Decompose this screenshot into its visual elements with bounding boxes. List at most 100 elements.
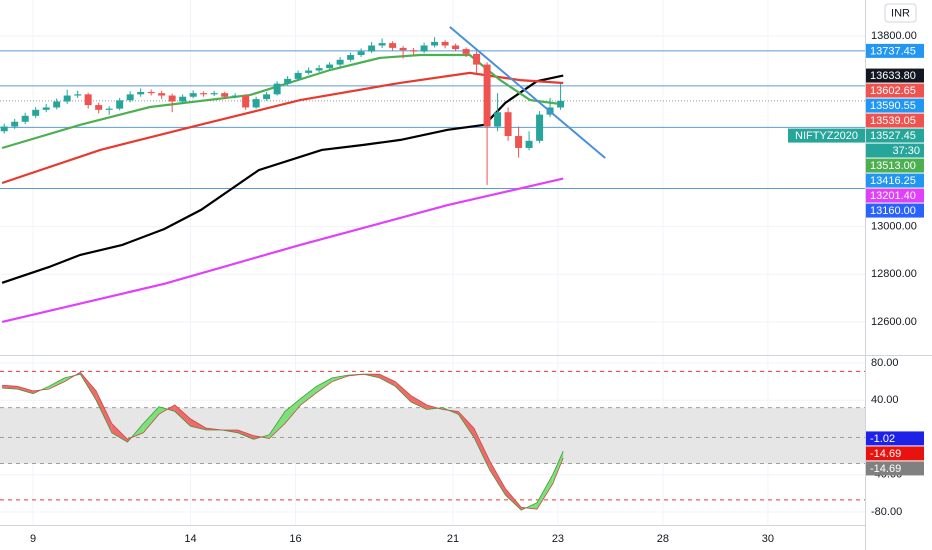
oscillator-fill — [174, 404, 191, 427]
oscillator-pane — [0, 370, 865, 511]
candle-body — [378, 43, 386, 46]
neutral-band — [0, 407, 865, 464]
price-tag — [866, 158, 924, 173]
candle-body — [252, 99, 260, 108]
candle-body — [420, 45, 428, 52]
candle-body — [452, 45, 460, 50]
candle-body — [231, 95, 239, 97]
oscillator-fill — [285, 398, 301, 424]
candle-body — [557, 100, 565, 108]
price-tag-label: 13737.45 — [870, 45, 916, 57]
oscillator-fill — [269, 411, 285, 439]
x-tick-label: 28 — [657, 533, 669, 545]
candle-body — [74, 94, 82, 96]
moving-average — [1, 74, 564, 284]
candle-body — [347, 55, 355, 60]
oscillator-fill — [474, 428, 490, 471]
candle-body — [305, 70, 313, 73]
price-tag — [866, 203, 924, 218]
candle-body — [147, 91, 155, 94]
y-tick-label: 12600.00 — [871, 316, 917, 328]
oscillator-fill — [489, 460, 506, 496]
x-tick-label: 9 — [30, 533, 36, 545]
candle-body — [42, 107, 50, 110]
oscillator-fill — [96, 390, 112, 433]
moving-average — [1, 53, 564, 150]
price-tag — [866, 98, 924, 113]
candle-body — [357, 51, 365, 56]
candle-body — [462, 49, 470, 54]
y-tick-label: 12800.00 — [871, 268, 917, 280]
x-tick-label: 21 — [447, 533, 459, 545]
moving-average — [1, 177, 564, 323]
candle-body — [273, 83, 281, 95]
candle-body — [294, 72, 302, 79]
trend-line — [449, 26, 606, 159]
candle-body — [263, 94, 271, 100]
symbol-tag — [788, 128, 865, 143]
candle-body — [168, 95, 176, 102]
x-tick-label: 30 — [762, 533, 774, 545]
candle-body — [189, 93, 197, 97]
price-tag-label: 13416.25 — [870, 175, 916, 187]
candle-body — [504, 112, 512, 137]
oscillator-line — [2, 373, 564, 511]
price-tag — [866, 83, 924, 98]
price-tag — [866, 188, 924, 203]
price-pane — [0, 26, 865, 323]
candle-body — [53, 101, 61, 108]
candle-body — [0, 126, 8, 132]
candle-body — [494, 112, 502, 127]
symbol-name: NIFTYZ2020 — [795, 130, 858, 142]
candle-body — [242, 95, 250, 108]
candle-body — [525, 140, 533, 148]
oscillator-fill — [537, 474, 553, 510]
oscillator-fill — [143, 406, 159, 433]
y-tick-label: 40.00 — [871, 394, 899, 406]
candle-body — [536, 114, 544, 141]
candle-body — [63, 95, 71, 102]
price-tag — [866, 446, 924, 461]
currency-button[interactable] — [884, 3, 917, 23]
y-tick-label: 80.00 — [871, 357, 899, 369]
candle-body — [32, 109, 40, 116]
price-tag — [866, 431, 924, 446]
price-tag-label: 13160.00 — [870, 205, 916, 217]
oscillator-fill — [379, 374, 396, 387]
y-tick-label: 13800.00 — [871, 30, 917, 42]
oscillator-fill — [300, 386, 317, 405]
candle-body — [368, 45, 376, 52]
price-tag-label: 13602.65 — [870, 85, 916, 97]
price-tag-label: 13590.55 — [870, 100, 916, 112]
candle-body — [410, 50, 418, 52]
x-tick-label: 14 — [184, 533, 196, 545]
price-tag — [866, 113, 924, 128]
candle-body — [200, 93, 208, 95]
price-tag — [866, 128, 924, 143]
currency: INR — [891, 7, 910, 19]
oscillator-fill — [111, 423, 128, 443]
price-tag-label: 13201.40 — [870, 190, 916, 202]
candle-body — [210, 93, 218, 95]
x-tick-label: 16 — [289, 533, 301, 545]
oscillator-fill — [237, 430, 254, 440]
price-tag-label: 13633.80 — [870, 70, 916, 82]
candle-body — [105, 108, 113, 110]
price-tag-label: -1.02 — [870, 433, 895, 445]
candle-body — [483, 64, 491, 127]
candle-body — [473, 53, 481, 65]
candle-body — [336, 59, 344, 65]
price-tag-label: 13513.00 — [870, 160, 916, 172]
countdown: 37:30 — [892, 145, 920, 157]
oscillator-fill — [552, 451, 564, 484]
candle-body — [179, 96, 187, 102]
candle-body — [116, 100, 124, 109]
candle-body — [11, 121, 19, 127]
candle-body — [399, 47, 407, 51]
x-tick-label: 23 — [552, 533, 564, 545]
candle-body — [284, 78, 292, 84]
candle-body — [431, 41, 439, 46]
candle-body — [441, 41, 449, 46]
candle-body — [221, 93, 229, 97]
